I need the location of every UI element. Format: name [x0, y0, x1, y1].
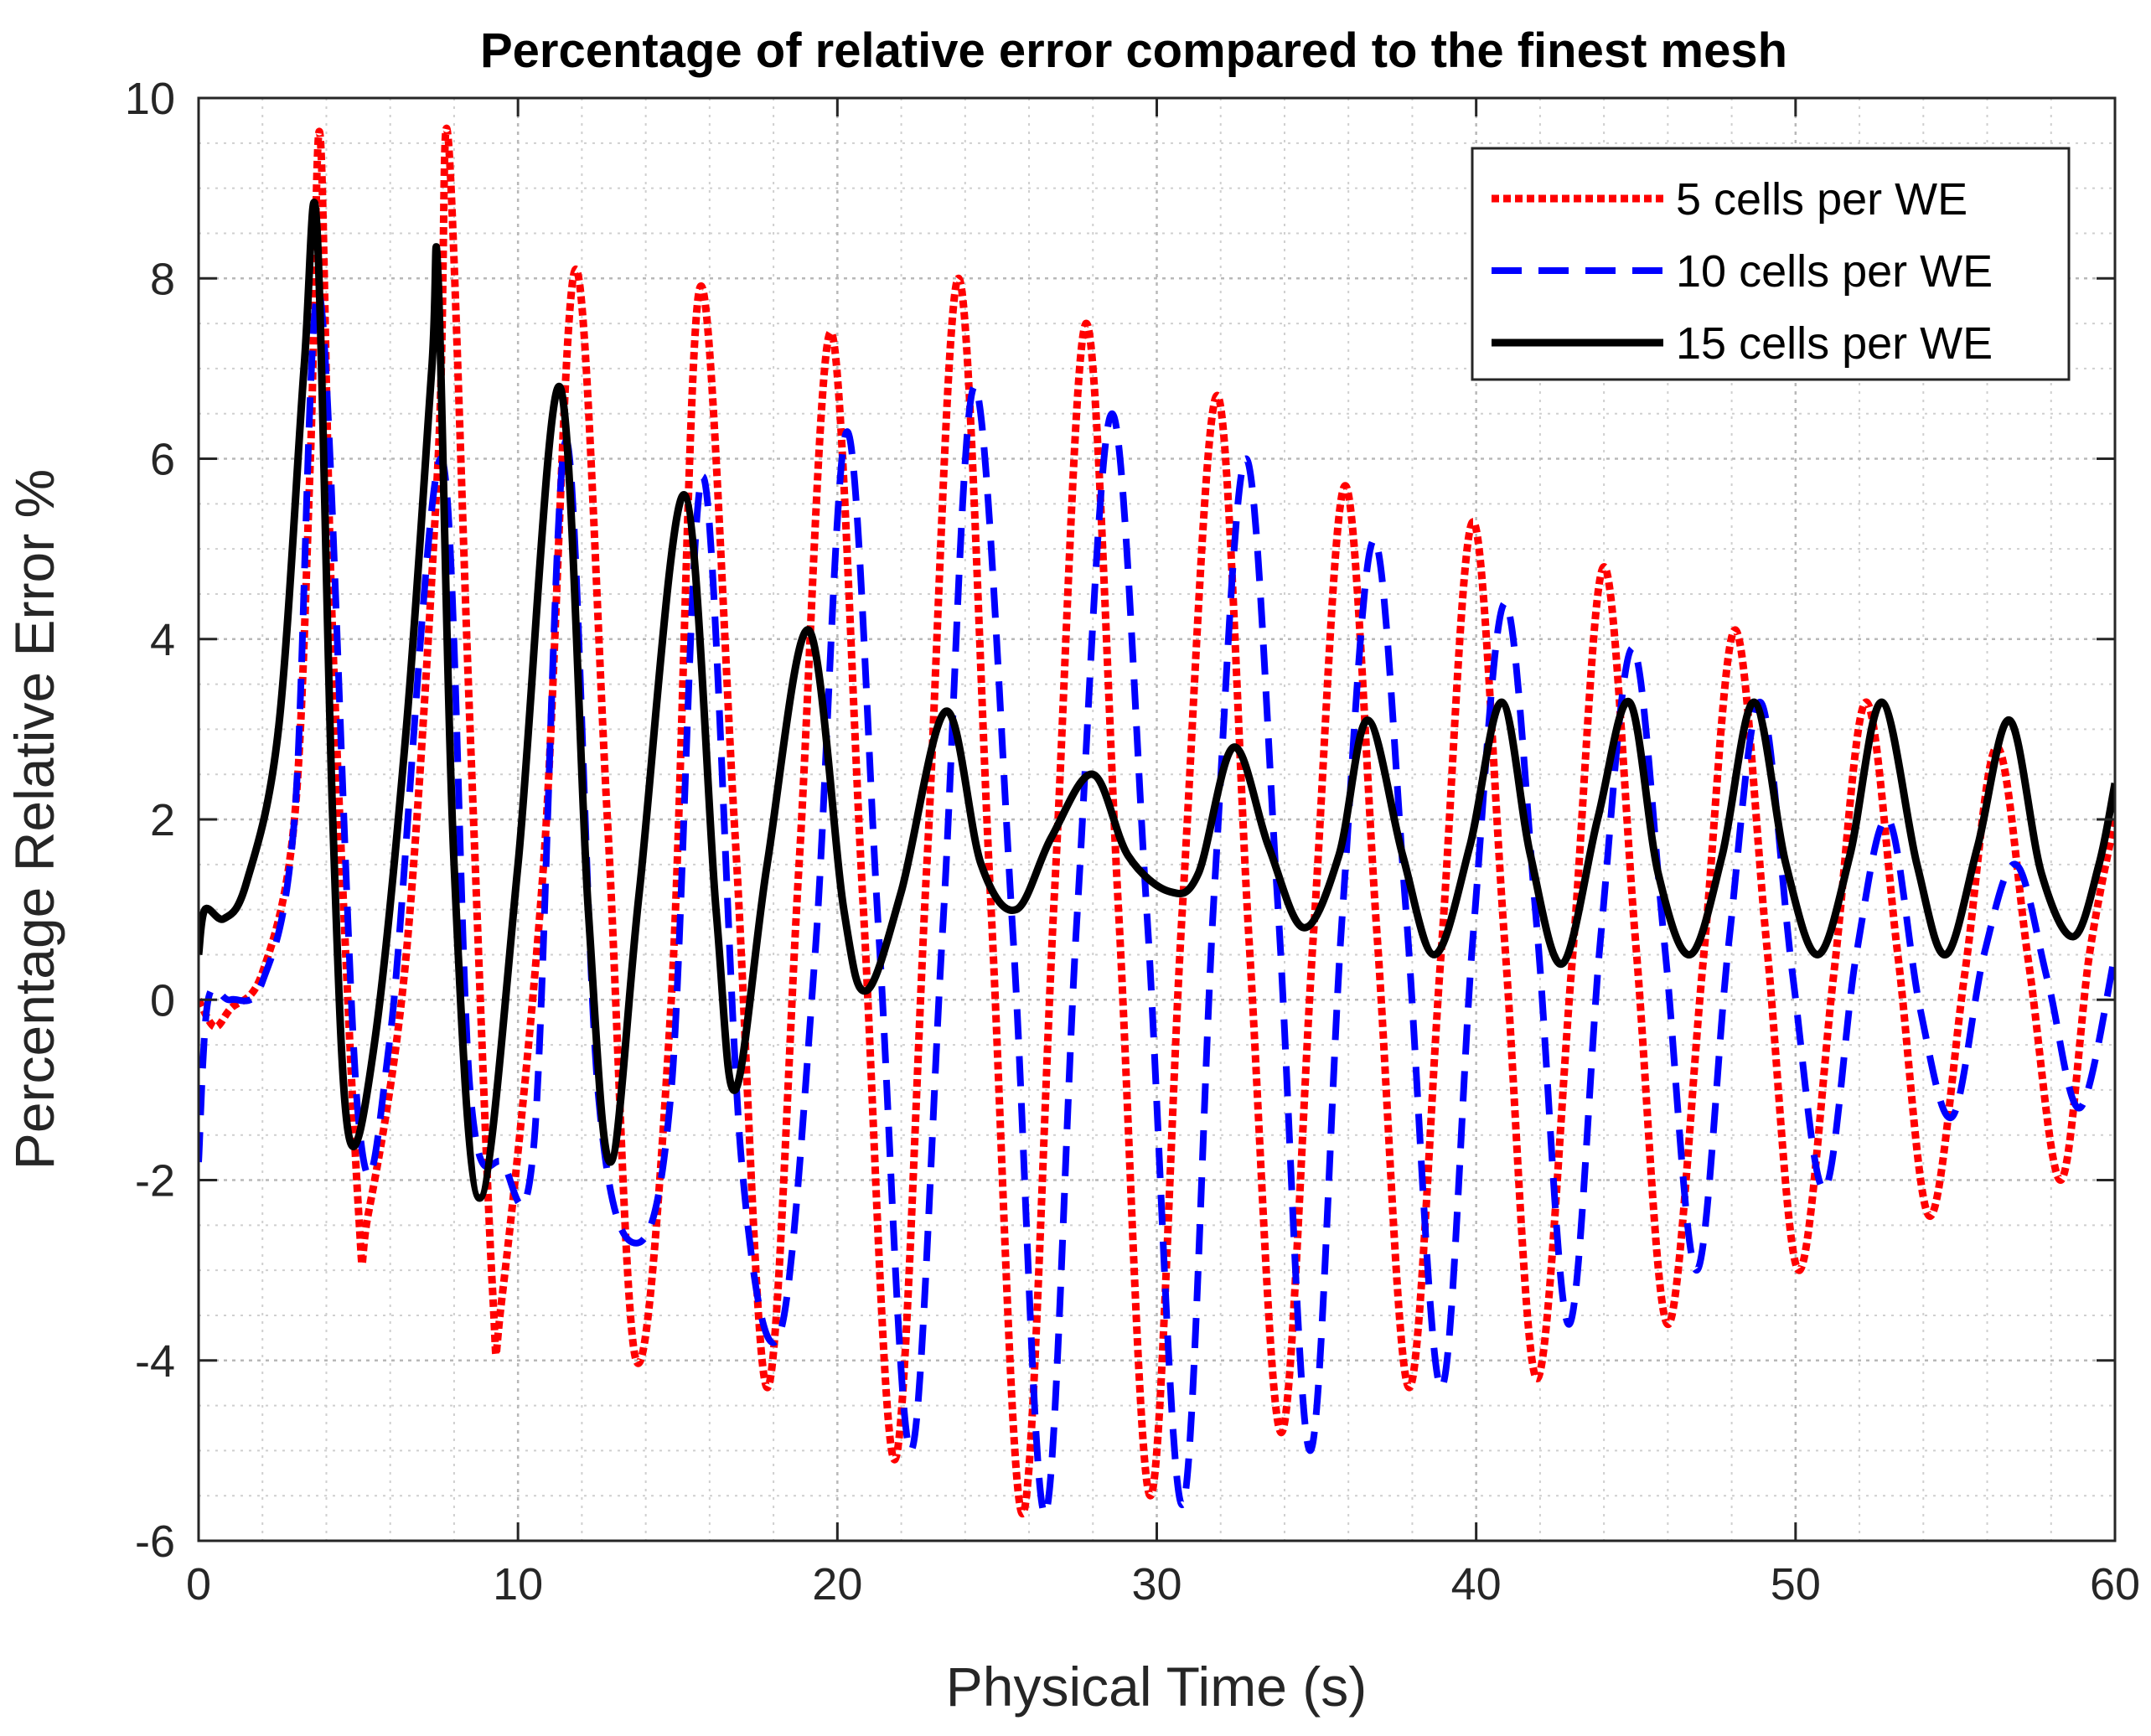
y-tick-label: -2: [135, 1156, 175, 1206]
y-tick-label: 6: [150, 435, 175, 485]
series-layer: [199, 124, 2115, 1518]
y-axis-label: Percentage Relative Error %: [3, 469, 65, 1170]
y-tick-label: 2: [150, 795, 175, 845]
x-tick-label: 60: [2090, 1559, 2140, 1609]
series-line-3: [199, 199, 2115, 1202]
x-tick-label: 0: [186, 1559, 211, 1609]
legend-label-3: 15 cells per WE: [1676, 318, 1993, 369]
legend: 5 cells per WE 10 cells per WE 15 cells pe…: [1471, 147, 2071, 381]
tick-labels: 0 10 20 30 40 50 60 -6 -4 -2 0 2 4 6 8 10: [125, 74, 2140, 1609]
y-tick-label: -6: [135, 1516, 175, 1567]
y-tick-label: -4: [135, 1336, 175, 1387]
series-line-2: [199, 289, 2115, 1517]
y-tick-label: 4: [150, 615, 175, 665]
x-tick-label: 50: [1771, 1559, 1821, 1609]
y-tick-label: 8: [150, 254, 175, 304]
axes-box: [197, 96, 2117, 1542]
x-tick-label: 30: [1131, 1559, 1181, 1609]
legend-label-2: 10 cells per WE: [1676, 246, 1993, 297]
x-tick-label: 20: [812, 1559, 862, 1609]
x-axis-label: Physical Time (s): [946, 1656, 1367, 1718]
legend-label-1: 5 cells per WE: [1676, 174, 1967, 225]
y-tick-label: 0: [150, 975, 175, 1026]
x-tick-label: 40: [1451, 1559, 1502, 1609]
y-tick-label: 10: [125, 74, 175, 124]
x-tick-label: 10: [493, 1559, 543, 1609]
series-line-1: [199, 124, 2115, 1518]
chart-title: Percentage of relative error compared to…: [480, 23, 1787, 78]
